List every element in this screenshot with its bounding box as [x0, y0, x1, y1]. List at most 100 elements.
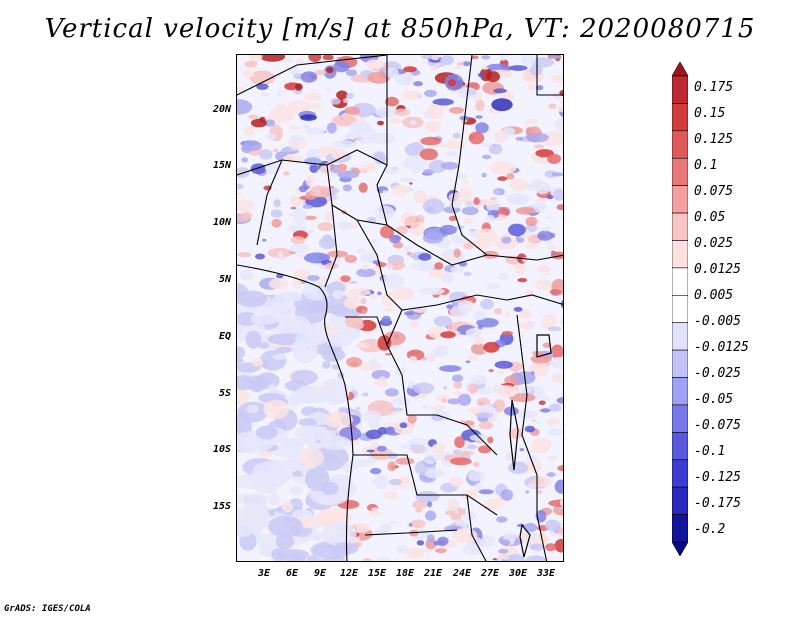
velocity-blob [548, 499, 563, 507]
colorbar-arrow-bottom [672, 541, 688, 556]
velocity-blob [323, 411, 353, 428]
velocity-blob [525, 490, 530, 494]
colorbar-segment [672, 212, 688, 241]
velocity-blob [468, 228, 477, 232]
velocity-blob [547, 244, 556, 251]
velocity-blob [314, 69, 327, 75]
velocity-blob [411, 261, 436, 272]
velocity-blob [477, 324, 484, 330]
velocity-blob [471, 239, 493, 249]
velocity-blob [354, 342, 371, 349]
country-border [326, 164, 563, 266]
velocity-blob [429, 65, 438, 71]
velocity-blob [449, 106, 464, 114]
velocity-blob [395, 457, 415, 465]
velocity-blob [487, 436, 494, 444]
velocity-blob [549, 403, 562, 412]
velocity-blob [432, 98, 454, 106]
lon-label: 3E [257, 568, 271, 579]
velocity-blob [392, 396, 411, 406]
velocity-blob [396, 476, 411, 489]
velocity-blob [529, 543, 545, 551]
velocity-blob [271, 218, 282, 228]
colorbar-segment [672, 185, 688, 214]
velocity-blob [454, 436, 465, 449]
country-border [353, 454, 498, 516]
country-border [345, 309, 403, 347]
velocity-blob [318, 236, 336, 250]
velocity-blob [422, 405, 428, 409]
velocity-blob [326, 122, 337, 134]
lat-label: 5S [218, 388, 231, 399]
velocity-blob [443, 385, 448, 390]
velocity-blob [439, 365, 462, 372]
velocity-blob [250, 118, 267, 128]
velocity-blob [496, 385, 518, 398]
velocity-blob [459, 450, 475, 456]
velocity-blob [530, 354, 552, 364]
lon-label: 30E [508, 568, 528, 579]
velocity-blob [482, 154, 492, 160]
colorbar-label: 0.175 [694, 80, 734, 95]
velocity-blob [293, 269, 311, 281]
velocity-blob [460, 491, 479, 500]
velocity-blob [494, 189, 500, 195]
velocity-blob [281, 500, 294, 513]
velocity-blob [517, 278, 528, 283]
velocity-blob [506, 173, 515, 180]
colorbar-label: 0.075 [694, 184, 734, 199]
velocity-blob [384, 491, 399, 499]
colorbar-label: -0.1 [694, 444, 726, 459]
velocity-blob [447, 398, 461, 405]
velocity-blob [296, 57, 304, 65]
velocity-blob [541, 227, 551, 232]
velocity-blob [244, 493, 268, 518]
velocity-blob [494, 360, 513, 369]
velocity-blob [515, 136, 524, 141]
velocity-blob [369, 358, 377, 368]
velocity-blob [447, 498, 459, 511]
velocity-blob [385, 426, 395, 434]
velocity-blob [381, 273, 405, 289]
velocity-blob [344, 254, 357, 263]
velocity-blob [463, 242, 475, 250]
velocity-blob [411, 170, 421, 174]
velocity-blob [377, 291, 382, 296]
velocity-blob [506, 553, 526, 561]
velocity-blob [368, 293, 377, 299]
velocity-blob [297, 253, 307, 258]
velocity-blob [265, 133, 277, 141]
velocity-blob [372, 238, 378, 244]
velocity-blob [324, 262, 338, 270]
velocity-blob [349, 288, 371, 297]
velocity-blob [365, 429, 383, 440]
velocity-blob [400, 443, 409, 449]
colorbar-segment [672, 294, 688, 324]
velocity-blob [249, 55, 263, 62]
velocity-blob [480, 298, 495, 310]
velocity-blob [450, 514, 462, 521]
colorbar-label: -0.025 [694, 366, 741, 381]
velocity-blob [523, 522, 538, 533]
velocity-blob [418, 253, 432, 261]
velocity-blob [361, 264, 369, 271]
velocity-blob [448, 192, 470, 203]
velocity-blob [474, 228, 498, 243]
velocity-blob [497, 176, 508, 181]
velocity-blob [287, 225, 309, 233]
velocity-blob [467, 301, 474, 306]
velocity-blob [525, 242, 538, 250]
velocity-blob [538, 400, 546, 406]
lon-label: 18E [395, 568, 415, 579]
velocity-blob [277, 251, 284, 260]
velocity-blob [330, 98, 341, 105]
velocity-blob [559, 101, 563, 104]
velocity-blob [399, 176, 416, 183]
velocity-blob [502, 127, 516, 137]
velocity-blob [424, 454, 439, 465]
velocity-blob [497, 370, 505, 375]
colorbar-segment [672, 75, 688, 104]
velocity-blob [407, 381, 415, 389]
country-border [356, 219, 563, 311]
velocity-blob [470, 374, 488, 385]
